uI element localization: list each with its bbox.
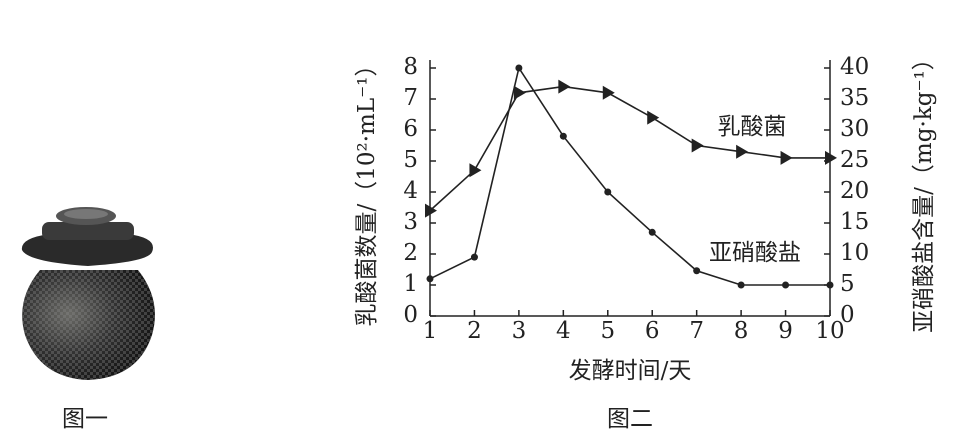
y2-tick-label: 0 [840, 302, 855, 328]
marker [469, 163, 482, 178]
y-tick-label: 6 [403, 116, 418, 142]
jar-image [21, 207, 155, 380]
marker [647, 110, 660, 125]
marker [513, 85, 526, 100]
caption: 图一 [62, 406, 108, 432]
y-tick-label: 8 [403, 54, 418, 80]
y2-tick-label: 40 [840, 54, 869, 80]
marker [826, 281, 834, 289]
y2-tick-label: 35 [840, 85, 869, 111]
x-tick-label: 10 [815, 318, 844, 344]
y-tick-label: 1 [403, 271, 418, 297]
series-annotation: 亚硝酸盐 [709, 240, 801, 266]
x-tick-label: 1 [423, 318, 438, 344]
y2-tick-label: 10 [840, 240, 869, 266]
marker [470, 253, 478, 261]
y2-tick-label: 15 [840, 209, 869, 235]
x-tick-label: 7 [689, 318, 704, 344]
x-tick-label: 8 [734, 318, 749, 344]
x-tick-label: 5 [600, 318, 615, 344]
series-line [429, 65, 830, 286]
y-axis-label: 乳酸菌数量/（10²·mL⁻¹） [354, 54, 380, 327]
x-tick-label: 2 [467, 318, 482, 344]
y-tick-label: 4 [403, 178, 418, 204]
marker [691, 138, 704, 153]
y-tick-label: 7 [403, 85, 418, 111]
y-tick-label: 2 [403, 240, 418, 266]
caption: 图二 [607, 406, 653, 432]
marker [558, 79, 571, 94]
marker [782, 281, 790, 289]
y2-tick-label: 25 [840, 147, 869, 173]
y2-axis-label: 亚硝酸盐含量/（mg·kg⁻¹） [911, 47, 937, 333]
x-tick-label: 9 [778, 318, 793, 344]
y2-tick-label: 20 [840, 178, 869, 204]
x-tick-label: 6 [645, 318, 660, 344]
y2-tick-label: 30 [840, 116, 869, 142]
marker [426, 275, 434, 283]
series-line [429, 85, 830, 212]
marker [515, 64, 523, 72]
x-tick-label: 4 [556, 318, 571, 344]
y-tick-label: 3 [403, 209, 418, 235]
series-annotation: 乳酸菌 [718, 114, 787, 140]
marker [604, 188, 612, 196]
marker [825, 150, 837, 165]
marker [737, 281, 745, 289]
x-tick-label: 3 [512, 318, 527, 344]
marker [425, 203, 437, 218]
x-axis-label: 发酵时间/天 [569, 358, 692, 384]
marker [602, 85, 615, 100]
marker [648, 228, 656, 236]
marker [736, 144, 749, 159]
marker [559, 132, 567, 140]
marker [693, 267, 701, 275]
y-tick-label: 0 [403, 302, 418, 328]
y-tick-label: 5 [403, 147, 418, 173]
y2-tick-label: 5 [840, 271, 855, 297]
marker [780, 150, 793, 165]
